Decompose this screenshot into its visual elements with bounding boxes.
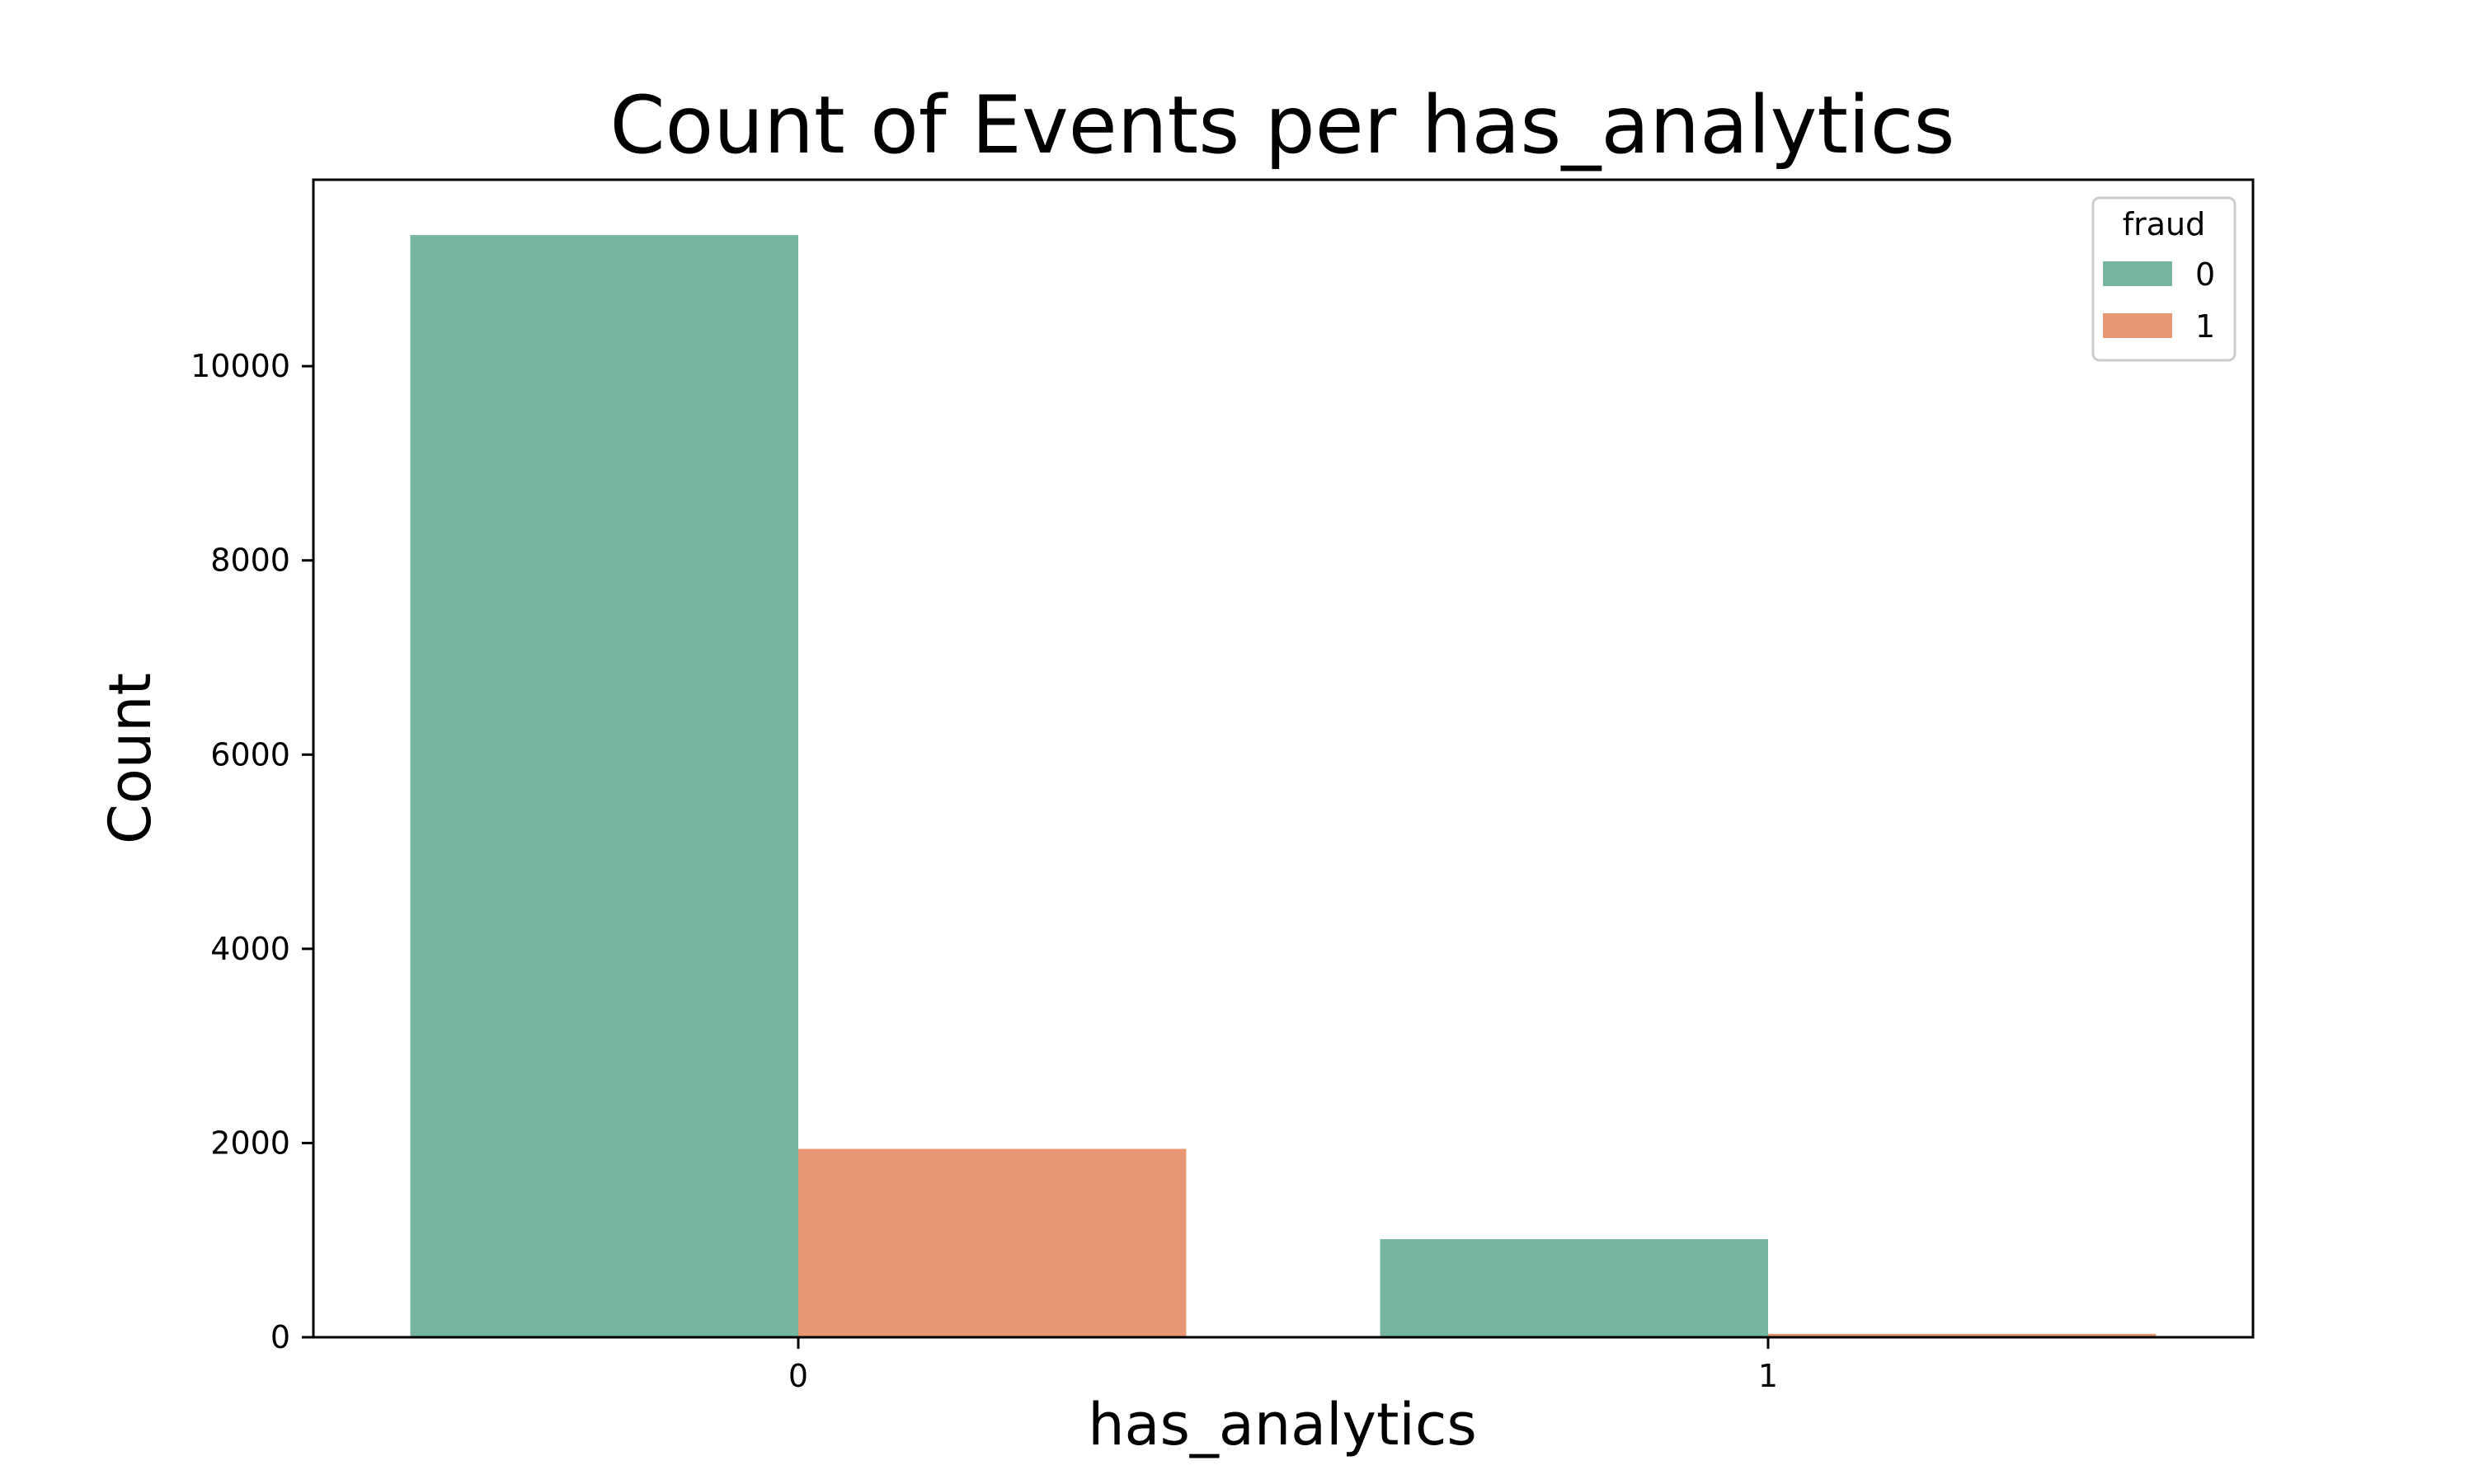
x-axis-label: has_analytics: [1088, 1391, 1477, 1458]
y-tick-label: 6000: [210, 736, 290, 773]
bar-fraud-1-has-analytics-0: [798, 1148, 1187, 1337]
bar-fraud-0-has-analytics-1: [1380, 1239, 1768, 1337]
y-tick-label: 2000: [210, 1125, 290, 1161]
x-tick-label: 1: [1758, 1358, 1778, 1394]
bars: [410, 235, 2157, 1337]
legend-swatch-1: [2103, 313, 2172, 338]
legend-label-0: 0: [2195, 256, 2215, 293]
legend: fraud 01: [2091, 196, 2236, 362]
plot-frame: [312, 178, 2255, 1339]
legend-label-1: 1: [2195, 308, 2215, 345]
bar-fraud-0-has-analytics-0: [410, 235, 798, 1337]
y-tick-label: 10000: [190, 348, 290, 384]
legend-swatch-0: [2103, 261, 2172, 286]
bar-fraud-1-has-analytics-1: [1768, 1333, 2157, 1337]
chart-title: Count of Events per has_analytics: [610, 79, 1955, 171]
y-tick-label: 4000: [210, 931, 290, 967]
y-axis-ticks: 0 2000 4000 6000 8000 10000: [190, 348, 313, 1355]
x-tick-label: 0: [788, 1358, 808, 1394]
legend-title: fraud: [2123, 206, 2206, 242]
legend-items: 01: [2103, 256, 2215, 345]
y-tick-label: 0: [270, 1319, 290, 1355]
y-axis-label: Count: [96, 673, 164, 844]
y-tick-label: 8000: [210, 542, 290, 579]
